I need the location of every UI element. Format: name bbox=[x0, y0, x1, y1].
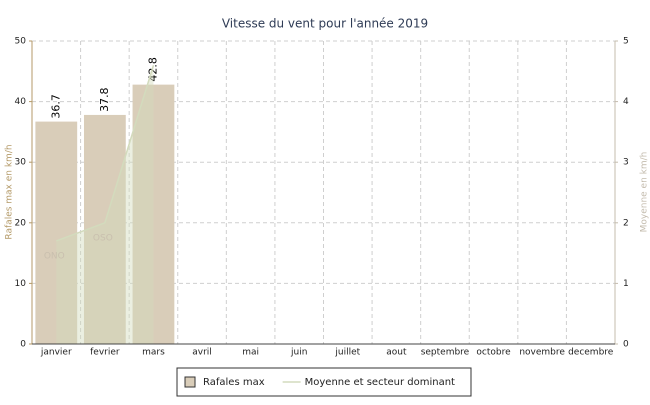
x-tick-label: juin bbox=[290, 348, 307, 358]
y2-axis-label: Moyenne en km/h bbox=[640, 152, 650, 233]
x-tick-label: mai bbox=[242, 348, 259, 358]
point-label: ONO bbox=[44, 251, 65, 261]
x-tick-label: juillet bbox=[334, 348, 360, 358]
bar bbox=[83, 114, 126, 344]
y-tick-label: 0 bbox=[20, 340, 26, 350]
area bbox=[56, 65, 154, 345]
x-tick-label: avril bbox=[192, 348, 212, 358]
y-axis-label: Rafales max en km/h bbox=[5, 144, 15, 239]
line bbox=[56, 65, 155, 242]
legend: Rafales max Moyenne et secteur dominant bbox=[176, 367, 472, 397]
legend-label: Moyenne et secteur dominant bbox=[305, 377, 455, 388]
legend-label: Rafales max bbox=[203, 377, 265, 388]
x-tick-label: aout bbox=[386, 348, 407, 358]
y2-tick-label: 4 bbox=[623, 97, 629, 107]
bar bbox=[35, 121, 78, 345]
y-tick-label: 50 bbox=[15, 37, 27, 47]
y-tick-label: 30 bbox=[15, 158, 27, 168]
x-tick-label: mars bbox=[142, 348, 165, 358]
point-label: OSO bbox=[93, 233, 113, 243]
x-tick-label: decembre bbox=[568, 348, 614, 358]
y2-tick-label: 5 bbox=[623, 37, 629, 47]
legend-box bbox=[176, 367, 472, 397]
x-tick-label: novembre bbox=[519, 348, 565, 358]
x-tick-label: septembre bbox=[421, 348, 470, 358]
bar-value-label: 37.8 bbox=[98, 87, 111, 112]
x-tick-label: octobre bbox=[476, 348, 511, 358]
legend-swatch bbox=[184, 376, 196, 388]
y2-tick-label: 3 bbox=[623, 158, 629, 168]
y2-tick-label: 2 bbox=[623, 218, 629, 228]
y-tick-label: 20 bbox=[15, 218, 27, 228]
x-tick-label: janvier bbox=[40, 348, 72, 358]
y2-tick-label: 1 bbox=[623, 279, 629, 289]
y-tick-label: 40 bbox=[15, 97, 27, 107]
x-tick-label: fevrier bbox=[90, 348, 120, 358]
bar bbox=[132, 84, 175, 344]
y-tick-label: 10 bbox=[15, 279, 27, 289]
chart-title: Vitesse du vent pour l'année 2019 bbox=[222, 17, 428, 31]
bar-value-label: 36.7 bbox=[49, 94, 62, 119]
y2-tick-label: 0 bbox=[623, 340, 629, 350]
